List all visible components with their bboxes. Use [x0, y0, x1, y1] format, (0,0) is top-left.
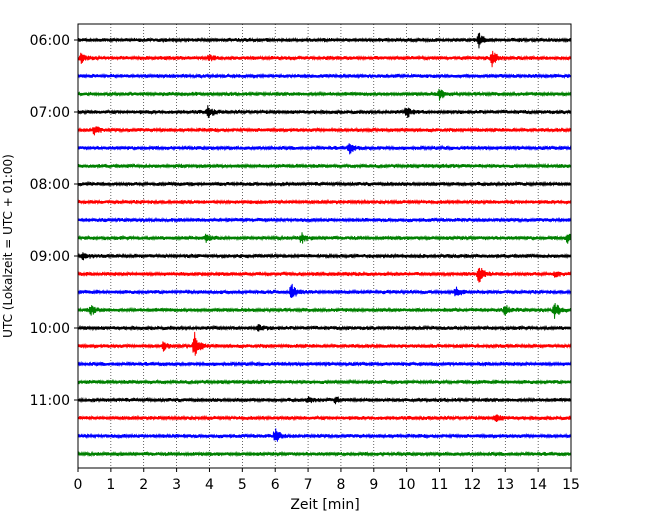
y-tick-label: 06:00: [30, 33, 70, 49]
traces: [77, 32, 572, 458]
seismic-trace: [77, 303, 572, 319]
x-tick-label: 5: [238, 477, 247, 493]
y-tick-label: 09:00: [30, 249, 70, 265]
seismic-trace: [77, 88, 572, 101]
x-tick-label: 9: [369, 477, 378, 493]
x-tick-label: 13: [496, 477, 514, 493]
seismic-trace: [77, 32, 572, 49]
x-tick-label: 0: [74, 477, 83, 493]
seismic-trace: [77, 105, 572, 119]
seismic-trace: [77, 162, 572, 170]
x-tick-label: 2: [139, 477, 148, 493]
seismic-trace: [77, 50, 572, 68]
plot-frame: [77, 23, 572, 469]
y-axis-label: UTC (Lokalzeit = UTC + 01:00): [1, 154, 15, 338]
x-tick-label: 14: [529, 477, 547, 493]
seismic-trace: [77, 180, 572, 188]
x-axis-label: Zeit [min]: [290, 497, 359, 513]
x-tick-label: 11: [431, 477, 449, 493]
x-tick-label: 7: [304, 477, 313, 493]
seismic-trace: [77, 252, 572, 261]
y-tick-label: 08:00: [30, 177, 70, 193]
x-tick-label: 6: [271, 477, 280, 493]
x-tick-label: 8: [336, 477, 345, 493]
seismic-trace: [77, 324, 572, 332]
grid-lines: [110, 24, 539, 468]
x-tick-label: 4: [205, 477, 214, 493]
seismic-trace: [77, 283, 572, 298]
seismic-trace: [77, 198, 572, 206]
seismic-trace: [77, 428, 572, 442]
seismic-trace: [77, 126, 572, 136]
y-tick-label: 11:00: [30, 393, 70, 409]
seismic-trace: [77, 360, 572, 368]
x-tick-label: 12: [463, 477, 481, 493]
x-tick-label: 1: [106, 477, 115, 493]
x-axis-ticks: 0 1 2 3 4 5 6 7 8 9 10 11 12 13 14 15: [74, 468, 580, 493]
seismic-trace: [77, 216, 572, 224]
x-tick-label: 3: [172, 477, 181, 493]
seismic-trace: [77, 143, 572, 155]
seismic-trace: [77, 267, 572, 283]
seismic-trace: [77, 450, 572, 458]
seismic-trace: [77, 331, 572, 356]
y-axis-ticks: 06:00 07:00 08:00 09:00 10:00 11:00: [30, 33, 78, 409]
seismic-trace: [77, 396, 572, 405]
y-tick-label: 10:00: [30, 321, 70, 337]
seismic-trace: [77, 378, 572, 386]
seismic-trace: [77, 232, 572, 244]
x-tick-label: 10: [398, 477, 416, 493]
seismic-trace: [77, 72, 572, 80]
y-tick-label: 07:00: [30, 105, 70, 121]
seismic-trace: [77, 414, 572, 422]
x-tick-label: 15: [562, 477, 580, 493]
